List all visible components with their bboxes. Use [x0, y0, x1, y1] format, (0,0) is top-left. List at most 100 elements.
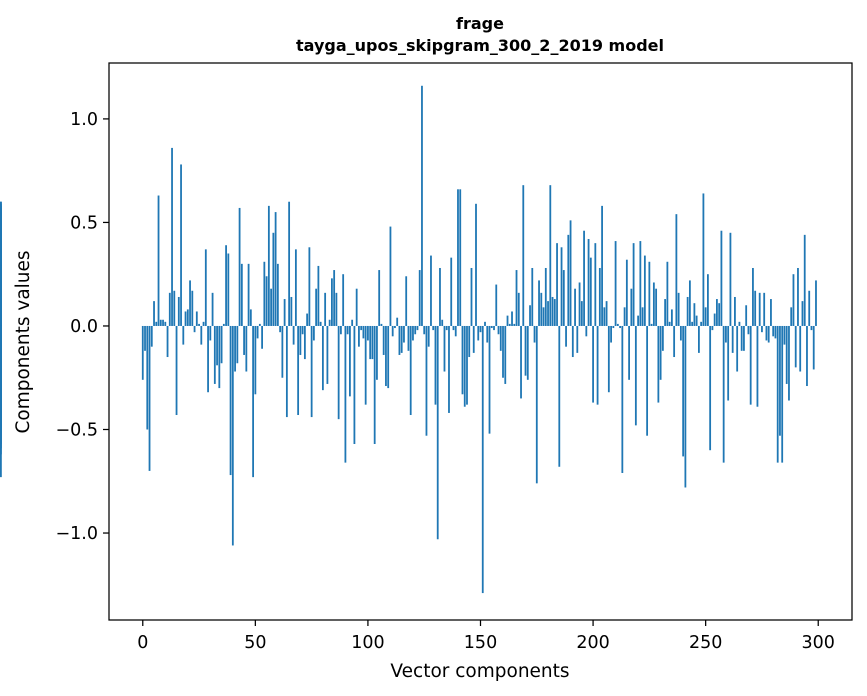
bar-component-89 — [342, 274, 345, 326]
bar-component-75 — [310, 325, 313, 418]
bars-group — [0, 85, 817, 594]
bar-component-290 — [794, 325, 797, 368]
bar-component-167 — [517, 292, 520, 326]
bar-component-107 — [382, 325, 385, 355]
bar-component-274 — [758, 292, 761, 326]
bar-component-74 — [308, 247, 311, 326]
bar-component-33 — [216, 325, 218, 366]
bar-component-27 — [202, 321, 205, 326]
bar-component-12 — [168, 292, 171, 326]
bar-component-57 — [270, 288, 273, 326]
bar-component-94 — [353, 325, 356, 444]
bar-component-41 — [234, 325, 236, 372]
bar-component-91 — [346, 325, 349, 335]
bar-component-66 — [290, 296, 293, 326]
bar-component-114 — [398, 325, 401, 355]
bar-component-246 — [695, 315, 698, 326]
bar-component-116 — [403, 325, 405, 343]
bar-component-296 — [808, 290, 811, 326]
bar-component-241 — [684, 325, 687, 488]
bar-component-101 — [369, 325, 372, 360]
bar-component-5 — [153, 301, 155, 326]
bar-component-62 — [281, 325, 284, 378]
bar-component-54 — [263, 261, 266, 326]
bar-component-99 — [364, 325, 367, 405]
bar-component-18 — [182, 325, 185, 345]
bar-component-22 — [191, 290, 194, 326]
bar-component-243 — [688, 280, 691, 326]
bar-component-97 — [360, 325, 363, 331]
bar-component-159 — [499, 325, 502, 351]
bar-component-158 — [497, 325, 500, 335]
bar-component-287 — [788, 325, 790, 401]
bar-component-278 — [767, 325, 770, 343]
bar-component-168 — [520, 325, 522, 399]
bar-component-272 — [754, 290, 757, 326]
bar-component-16 — [177, 296, 180, 326]
bar-component-160 — [502, 325, 504, 378]
bar-component-121 — [414, 325, 417, 335]
bar-component-223 — [643, 255, 646, 326]
bar-component-53 — [261, 325, 263, 349]
bar-component-214 — [623, 307, 626, 326]
bar-component-276 — [763, 292, 766, 326]
bar-component-182 — [551, 296, 554, 326]
bar-component-177 — [540, 292, 543, 326]
bar-component-128 — [430, 255, 432, 326]
bar-component-65 — [288, 201, 291, 326]
bar-component-137 — [450, 257, 453, 326]
bar-component-209 — [612, 325, 615, 329]
bar-component-218 — [632, 243, 635, 326]
bar-component-203 — [598, 267, 601, 326]
bar-component-58 — [272, 232, 275, 326]
bar-component-95 — [355, 288, 358, 326]
bar-component-184 — [556, 243, 558, 326]
bar-component-26 — [200, 325, 203, 345]
bar-component-268 — [745, 305, 748, 326]
bar-component-13 — [171, 147, 173, 326]
bar-component-269 — [747, 325, 750, 335]
bar-component-259 — [725, 325, 727, 343]
bar-component-165 — [513, 323, 516, 326]
bar-component-39 — [229, 325, 232, 476]
bar-component-266 — [740, 325, 743, 351]
bar-component-44 — [240, 263, 243, 326]
bar-component-69 — [297, 325, 300, 416]
bar-component-148 — [475, 203, 477, 326]
bar-component-155 — [490, 325, 493, 329]
bar-component-294 — [803, 234, 806, 326]
bar-component-183 — [553, 299, 556, 326]
bar-component-204 — [601, 205, 603, 326]
bar-component-146 — [470, 267, 473, 326]
bar-component-129 — [432, 325, 435, 331]
bar-component-284 — [781, 325, 784, 463]
bar-component-285 — [783, 325, 786, 345]
bar-component-205 — [603, 307, 606, 326]
x-tick-label: 0 — [137, 633, 148, 653]
bar-component-23 — [193, 325, 196, 333]
bar-component-109 — [387, 325, 390, 389]
bar-component-263 — [734, 296, 736, 326]
bar-component-48 — [249, 309, 252, 326]
bar-component-59 — [274, 212, 277, 326]
bar-component-244 — [691, 321, 694, 326]
y-tick-label: −1.0 — [56, 524, 99, 544]
bar-component-253 — [711, 325, 714, 331]
bar-component-249 — [702, 193, 705, 326]
bar-component-191 — [571, 325, 574, 358]
bar-component-291 — [797, 267, 799, 326]
bar-component-238 — [677, 292, 680, 326]
bar-component-131 — [436, 325, 439, 540]
bar-component-63 — [283, 299, 286, 326]
bar-component-36 — [222, 323, 225, 326]
y-axis-label: Components values — [13, 250, 34, 433]
bar-component-111 — [391, 325, 394, 337]
bar-component-292 — [799, 325, 802, 372]
bar-component-207 — [607, 325, 610, 393]
bar-component-15 — [175, 325, 178, 416]
bar-component-157 — [495, 284, 498, 326]
bar-component-175 — [535, 325, 538, 484]
bar-component-3 — [148, 325, 151, 471]
bar-component-189 — [567, 234, 570, 326]
